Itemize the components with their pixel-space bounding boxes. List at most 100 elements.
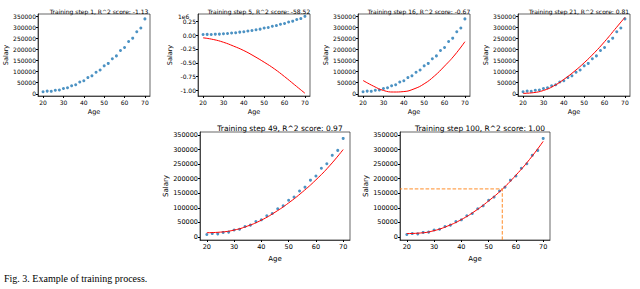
svg-text:300000: 300000 <box>373 146 398 154</box>
svg-text:0: 0 <box>394 233 398 241</box>
svg-text:20: 20 <box>39 99 47 106</box>
svg-text:200000: 200000 <box>173 175 198 183</box>
svg-text:250000: 250000 <box>493 35 516 42</box>
svg-text:150000: 150000 <box>173 189 198 197</box>
svg-text:350000: 350000 <box>13 13 36 20</box>
svg-text:50: 50 <box>284 243 292 251</box>
svg-text:0: 0 <box>32 90 36 97</box>
svg-text:300000: 300000 <box>493 24 516 31</box>
svg-text:300000: 300000 <box>13 24 36 31</box>
svg-text:Training step 16, R^2 score: -: Training step 16, R^2 score: -0.67 <box>367 8 471 16</box>
svg-text:350000: 350000 <box>333 13 356 20</box>
svg-text:20: 20 <box>359 99 367 106</box>
svg-text:70: 70 <box>539 243 547 251</box>
svg-text:Age: Age <box>248 108 261 116</box>
svg-text:50000: 50000 <box>497 79 516 86</box>
svg-text:30: 30 <box>230 243 238 251</box>
svg-text:150000: 150000 <box>333 57 356 64</box>
svg-text:30: 30 <box>60 99 68 106</box>
svg-text:100000: 100000 <box>333 68 356 75</box>
svg-text:250000: 250000 <box>13 35 36 42</box>
svg-text:350000: 350000 <box>373 131 398 139</box>
svg-text:50: 50 <box>420 99 428 106</box>
svg-text:60: 60 <box>312 243 320 251</box>
svg-text:Training step 1, R^2 score: -1: Training step 1, R^2 score: -1.13 <box>49 8 149 16</box>
svg-text:250000: 250000 <box>333 35 356 42</box>
svg-text:Age: Age <box>468 255 482 263</box>
svg-text:300000: 300000 <box>173 146 198 154</box>
svg-text:200000: 200000 <box>13 46 36 53</box>
svg-text:70: 70 <box>461 99 469 106</box>
svg-text:40: 40 <box>400 99 408 106</box>
svg-text:Salary: Salary <box>362 175 370 197</box>
svg-text:Age: Age <box>88 108 101 116</box>
svg-text:40: 40 <box>457 243 465 251</box>
svg-text:100000: 100000 <box>373 204 398 212</box>
svg-text:Salary: Salary <box>166 45 174 66</box>
svg-text:60: 60 <box>512 243 520 251</box>
svg-text:250000: 250000 <box>173 160 198 168</box>
svg-text:-0.75: -0.75 <box>180 73 196 80</box>
svg-text:200000: 200000 <box>333 46 356 53</box>
svg-text:50000: 50000 <box>17 79 36 86</box>
svg-text:50: 50 <box>580 99 588 106</box>
svg-text:50: 50 <box>484 243 492 251</box>
svg-text:50: 50 <box>100 99 108 106</box>
svg-text:20: 20 <box>203 243 211 251</box>
svg-text:50000: 50000 <box>377 218 398 226</box>
svg-text:30: 30 <box>430 243 438 251</box>
svg-text:0.25: 0.25 <box>183 18 197 25</box>
svg-text:Salary: Salary <box>482 45 490 66</box>
svg-text:200000: 200000 <box>373 175 398 183</box>
svg-text:150000: 150000 <box>13 57 36 64</box>
svg-text:60: 60 <box>441 99 449 106</box>
svg-text:50: 50 <box>260 99 268 106</box>
svg-text:-1.00: -1.00 <box>180 87 196 94</box>
svg-text:250000: 250000 <box>373 160 398 168</box>
svg-text:30: 30 <box>380 99 388 106</box>
svg-text:20: 20 <box>199 99 207 106</box>
svg-text:100000: 100000 <box>493 68 516 75</box>
svg-text:Salary: Salary <box>322 45 330 66</box>
svg-text:0: 0 <box>352 90 356 97</box>
svg-text:20: 20 <box>403 243 411 251</box>
svg-text:Salary: Salary <box>2 45 10 66</box>
svg-text:Fig. 3. Example of training pr: Fig. 3. Example of training process. <box>4 273 147 284</box>
svg-text:40: 40 <box>240 99 248 106</box>
svg-text:Age: Age <box>568 108 581 116</box>
svg-text:0.00: 0.00 <box>183 32 197 39</box>
svg-text:300000: 300000 <box>333 24 356 31</box>
svg-text:40: 40 <box>560 99 568 106</box>
svg-text:0: 0 <box>512 90 516 97</box>
svg-text:Age: Age <box>268 255 282 263</box>
svg-text:40: 40 <box>80 99 88 106</box>
svg-text:30: 30 <box>540 99 548 106</box>
svg-text:200000: 200000 <box>493 46 516 53</box>
svg-text:Salary: Salary <box>162 175 170 197</box>
svg-text:Age: Age <box>408 108 421 116</box>
svg-text:70: 70 <box>141 99 149 106</box>
svg-text:Training step 5, R^2 score: -5: Training step 5, R^2 score: -58.52 <box>207 8 311 16</box>
svg-text:-0.50: -0.50 <box>180 59 196 66</box>
svg-text:350000: 350000 <box>493 13 516 20</box>
svg-text:60: 60 <box>601 99 609 106</box>
svg-text:70: 70 <box>621 99 629 106</box>
svg-text:40: 40 <box>257 243 265 251</box>
svg-text:150000: 150000 <box>373 189 398 197</box>
svg-text:Training step 21, R^2 score: 0: Training step 21, R^2 score: 0.81 <box>528 8 629 16</box>
svg-text:Training step 49, R^2 score: 0: Training step 49, R^2 score: 0.97 <box>216 124 343 133</box>
svg-text:-0.25: -0.25 <box>180 45 196 52</box>
svg-text:50000: 50000 <box>177 218 198 226</box>
svg-text:60: 60 <box>281 99 289 106</box>
svg-text:60: 60 <box>121 99 129 106</box>
svg-text:100000: 100000 <box>13 68 36 75</box>
svg-text:50000: 50000 <box>337 79 356 86</box>
svg-text:Training step 100, R^2 score:: Training step 100, R^2 score: 1.00 <box>414 124 545 133</box>
svg-text:0: 0 <box>194 233 198 241</box>
svg-text:20: 20 <box>519 99 527 106</box>
svg-text:150000: 150000 <box>493 57 516 64</box>
svg-text:70: 70 <box>339 243 347 251</box>
svg-text:70: 70 <box>301 99 309 106</box>
svg-text:350000: 350000 <box>173 131 198 139</box>
svg-text:100000: 100000 <box>173 204 198 212</box>
